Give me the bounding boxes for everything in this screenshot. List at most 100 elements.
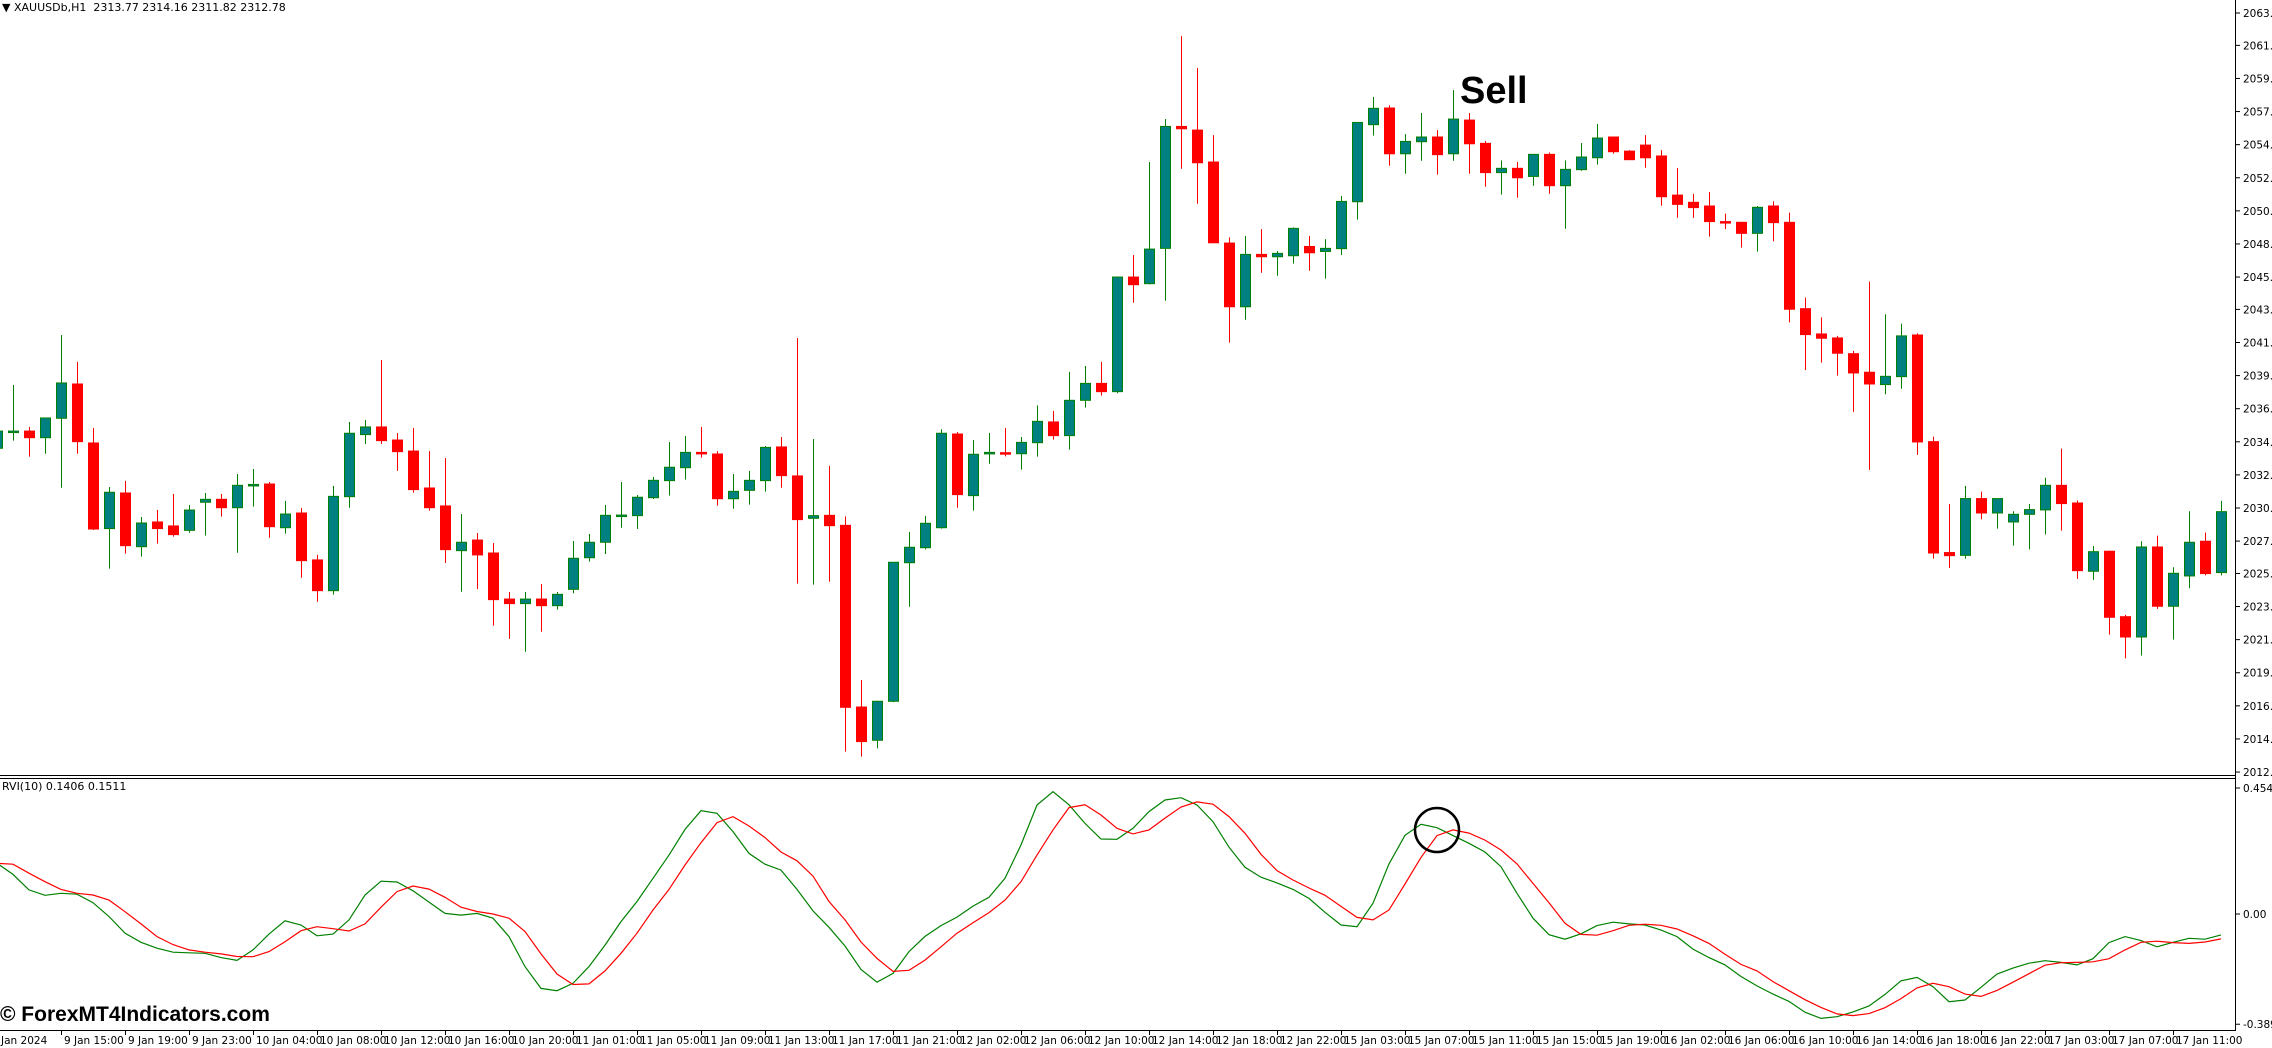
candle-body — [1688, 201, 1699, 209]
price-tick-label: 2036.95 — [2243, 404, 2272, 416]
candle — [1784, 212, 1795, 323]
candle-body — [2184, 541, 2195, 577]
candle-body — [1624, 150, 1635, 161]
candle-body — [1384, 107, 1395, 155]
candle-body — [120, 492, 131, 547]
candle — [1400, 134, 1411, 174]
candle-body — [1048, 421, 1059, 437]
candle — [24, 426, 35, 457]
candle — [1864, 281, 1875, 470]
candle-body — [1752, 206, 1763, 234]
candle-body — [136, 522, 147, 548]
candle-body — [888, 561, 899, 702]
candle — [1608, 136, 1619, 154]
candle-body — [1352, 121, 1363, 203]
candle-body — [1016, 441, 1027, 455]
candle — [1016, 436, 1027, 470]
candle-body — [712, 453, 723, 500]
time-tick-label: 11 Jan 21:00 — [896, 1035, 962, 1047]
candle-body — [2104, 550, 2115, 618]
candle-body — [1608, 136, 1619, 153]
time-tick-label: 15 Jan 11:00 — [1472, 1035, 1538, 1047]
time-tick-label: 12 Jan 14:00 — [1152, 1035, 1218, 1047]
candle — [808, 439, 819, 585]
candle — [1768, 201, 1779, 242]
time-tick-label: 16 Jan 06:00 — [1728, 1035, 1794, 1047]
candle-body — [88, 442, 99, 530]
candle — [1624, 150, 1635, 161]
candle — [1720, 213, 1731, 229]
rvi-indicator-window — [0, 790, 2222, 1020]
candle — [488, 543, 499, 626]
candle-body — [2216, 511, 2227, 574]
candle-body — [472, 539, 483, 556]
candle-body — [1832, 337, 1843, 354]
candle-body — [1368, 107, 1379, 126]
candle-body — [920, 522, 931, 549]
time-tick-label: 11 Jan 05:00 — [640, 1035, 706, 1047]
price-tick-label: 2016.75 — [2243, 701, 2272, 713]
candle — [760, 446, 771, 492]
symbol-header[interactable]: ▼ XAUUSDb,H1 2313.77 2314.16 2311.82 231… — [2, 1, 286, 14]
candle-body — [808, 515, 819, 519]
candle-body — [584, 541, 595, 559]
candle — [1480, 140, 1491, 187]
candle — [1416, 113, 1427, 161]
candle-body — [1192, 129, 1203, 164]
candle — [424, 451, 435, 511]
candle-body — [24, 430, 35, 439]
candle — [1704, 192, 1715, 237]
candle-body — [904, 546, 915, 564]
candle-body — [1528, 153, 1539, 177]
candle — [2104, 550, 2115, 635]
price-tick-label: 2021.25 — [2243, 635, 2272, 647]
candle-body — [1464, 119, 1475, 145]
candle — [2056, 448, 2067, 531]
candle-body — [1960, 498, 1971, 556]
candle-body — [840, 524, 851, 708]
candle-body — [1992, 498, 2003, 514]
time-tick-label: 16 Jan 22:00 — [1984, 1035, 2050, 1047]
axes — [0, 0, 2236, 1031]
candle — [776, 436, 787, 488]
candle-body — [328, 495, 339, 592]
time-tick-label: 12 Jan 02:00 — [960, 1035, 1026, 1047]
crossover-marker-circle — [1413, 806, 1461, 854]
candle — [440, 457, 451, 564]
candle-body — [264, 483, 275, 528]
time-tick-label: 12 Jan 22:00 — [1280, 1035, 1346, 1047]
candle — [1080, 366, 1091, 408]
candle — [1496, 160, 1507, 195]
time-tick-label: 10 Jan 16:00 — [448, 1035, 514, 1047]
candle — [616, 481, 627, 528]
candle — [920, 515, 931, 550]
candle-body — [1480, 142, 1491, 174]
candle — [504, 591, 515, 639]
candle-body — [792, 475, 803, 521]
candle — [1816, 317, 1827, 363]
price-chart — [0, 36, 2227, 757]
candle-body — [376, 426, 387, 442]
candle — [376, 360, 387, 445]
price-tick-label: 2034.70 — [2243, 437, 2272, 449]
candle — [952, 431, 963, 508]
candle — [568, 540, 579, 594]
price-tick-label: 2050.40 — [2243, 206, 2272, 218]
candle — [856, 679, 867, 757]
candle-body — [232, 484, 243, 509]
candle — [648, 476, 659, 500]
candle — [904, 531, 915, 607]
time-tick-label: 10 Jan 20:00 — [512, 1035, 578, 1047]
price-tick-label: 2025.75 — [2243, 568, 2272, 580]
candle — [1832, 335, 1843, 376]
candle-body — [568, 557, 579, 590]
candle-body — [696, 451, 707, 455]
candle — [1000, 427, 1011, 457]
candle-body — [1976, 498, 1987, 514]
candle — [2120, 614, 2131, 659]
candle-body — [1320, 247, 1331, 252]
triangle-down-icon[interactable]: ▼ — [2, 1, 14, 14]
candle — [2136, 541, 2147, 656]
candle — [1576, 143, 1587, 171]
candle — [1240, 236, 1251, 320]
